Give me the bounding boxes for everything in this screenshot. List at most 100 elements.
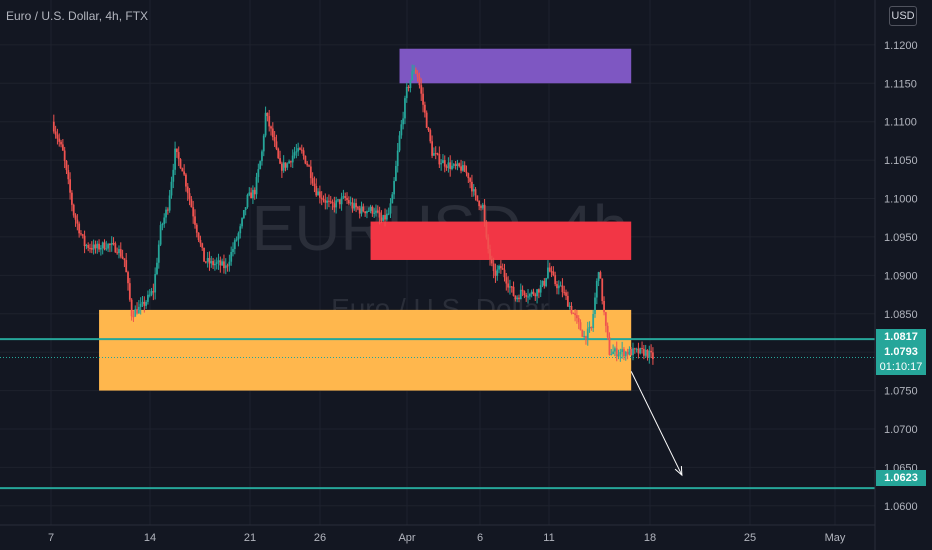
candle-body xyxy=(168,195,171,211)
candle-body xyxy=(313,183,316,186)
candle-body xyxy=(436,153,439,155)
candle-body xyxy=(543,280,546,287)
projection-arrow-line xyxy=(630,371,683,476)
candle-body xyxy=(98,243,100,250)
candle-body xyxy=(478,200,481,207)
candle-body xyxy=(510,286,513,288)
currency-button[interactable]: USD xyxy=(889,6,917,26)
candle-body xyxy=(563,292,566,294)
candle-body xyxy=(604,312,607,326)
candle-body xyxy=(527,296,529,298)
candles-layer xyxy=(52,64,654,365)
candle-body xyxy=(300,149,303,151)
candle-body xyxy=(496,269,499,276)
candle-body xyxy=(192,207,195,217)
candle-body xyxy=(566,295,569,307)
candle-body xyxy=(266,112,269,117)
candle-body xyxy=(565,292,567,296)
candle-body xyxy=(588,326,591,329)
price-tag-upper-line: 1.0817 xyxy=(876,329,926,345)
candle-body xyxy=(109,244,111,246)
y-tick-label: 1.1150 xyxy=(884,78,917,90)
candle-body xyxy=(143,301,146,306)
candle-body xyxy=(271,128,274,138)
candle-body xyxy=(130,299,133,317)
candle-body xyxy=(434,153,437,155)
zone-box xyxy=(399,48,632,84)
candle-body xyxy=(188,193,191,200)
chart-grid xyxy=(0,0,875,525)
candle-body xyxy=(481,204,484,208)
candle-body xyxy=(351,202,354,209)
candle-body xyxy=(385,213,388,220)
candle-body xyxy=(81,234,84,236)
candle-body xyxy=(518,297,520,300)
candle-body xyxy=(476,195,479,201)
candle-body xyxy=(454,164,457,166)
candle-body xyxy=(217,260,220,263)
candle-body xyxy=(442,160,444,164)
candle-body xyxy=(282,162,285,171)
candle-body xyxy=(545,278,548,287)
x-tick-label: 14 xyxy=(144,532,156,544)
candle-body xyxy=(362,206,365,212)
candle-body xyxy=(624,351,627,357)
y-tick-label: 1.0750 xyxy=(884,386,918,398)
candle-body xyxy=(632,348,634,356)
price-axis[interactable]: 1.1200 1.1150 1.1100 1.1050 1.1000 1.0950 1.09… xyxy=(874,0,918,550)
candle-body xyxy=(63,150,66,161)
candle-body xyxy=(490,258,493,264)
candle-body xyxy=(329,201,332,203)
x-tick-label: May xyxy=(825,532,846,544)
candle-body xyxy=(554,275,557,285)
candle-body xyxy=(418,76,421,86)
candle-body xyxy=(54,131,57,135)
projection-arrow-head xyxy=(674,466,683,477)
candle-body xyxy=(420,85,423,94)
candle-body xyxy=(610,354,613,356)
candle-body xyxy=(215,262,218,264)
candle-body xyxy=(119,249,122,257)
candle-body xyxy=(492,263,495,271)
candle-body xyxy=(451,165,453,170)
candle-body xyxy=(407,86,410,88)
candle-body xyxy=(599,272,602,279)
candle-body xyxy=(306,163,309,166)
candle-body xyxy=(250,192,252,199)
candle-body xyxy=(396,150,399,167)
candle-body xyxy=(172,169,175,182)
candle-body xyxy=(577,318,580,323)
last-price-value: 1.0793 xyxy=(884,346,918,358)
candle-body xyxy=(219,260,222,266)
candle-body xyxy=(232,248,234,253)
candle-body xyxy=(405,86,408,99)
candle-body xyxy=(270,126,272,129)
candle-body xyxy=(179,159,182,169)
time-axis[interactable]: 7 14 21 26 Apr 6 11 18 25 May xyxy=(0,524,875,544)
candle-body xyxy=(340,197,343,205)
candle-body xyxy=(471,181,473,192)
candle-body xyxy=(626,351,629,355)
candle-body xyxy=(333,203,336,208)
candle-body xyxy=(80,233,82,235)
candle-body xyxy=(534,294,537,297)
candle-body xyxy=(239,226,242,234)
candle-body xyxy=(498,265,500,270)
candle-body xyxy=(206,257,209,262)
candle-body xyxy=(112,242,115,244)
y-tick-label: 1.0600 xyxy=(884,501,918,513)
candle-body xyxy=(261,151,263,162)
candle-body xyxy=(507,283,510,288)
candle-body xyxy=(58,138,61,142)
candle-body xyxy=(344,196,347,198)
candle-body xyxy=(628,349,631,355)
candle-body xyxy=(147,294,149,302)
candle-body xyxy=(514,295,517,300)
candle-body xyxy=(223,261,225,269)
candle-body xyxy=(449,162,452,170)
y-tick-label: 1.1200 xyxy=(884,40,918,52)
candle-body xyxy=(156,262,158,275)
y-tick-label: 1.0850 xyxy=(884,309,918,321)
candle-body xyxy=(458,163,461,167)
